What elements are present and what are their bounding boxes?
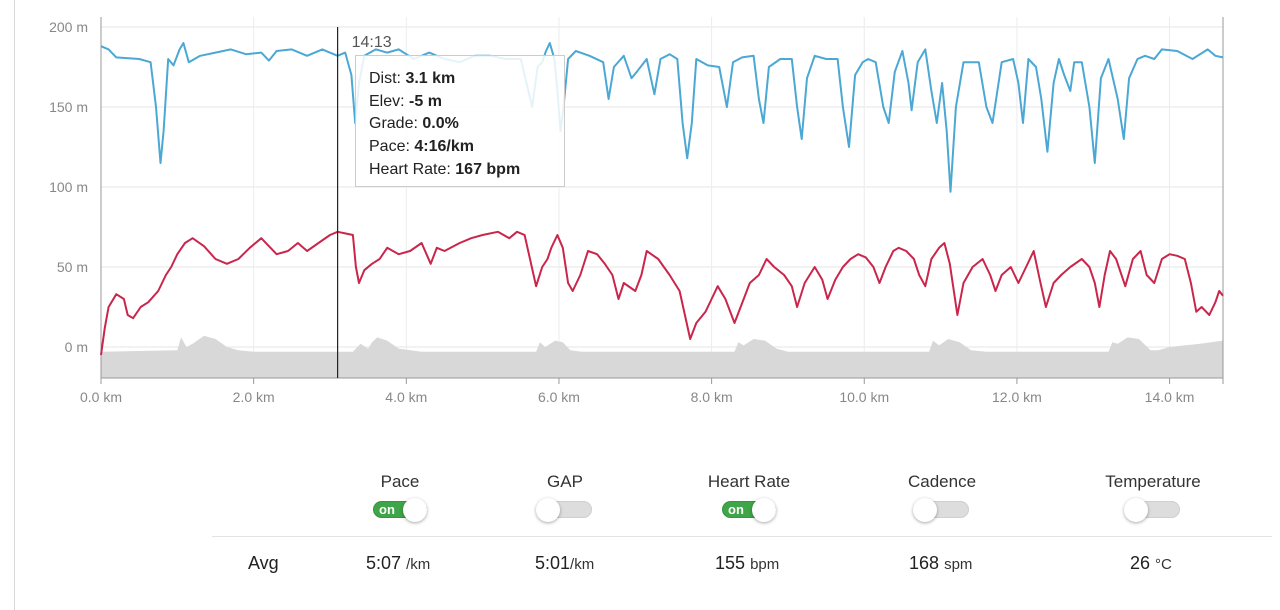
avg-temperature-value: 26 xyxy=(1130,553,1151,573)
x-tick-label: 8.0 km xyxy=(691,389,733,405)
avg-gap: 5:01/km xyxy=(535,553,594,574)
activity-chart[interactable]: 200 m 150 m 100 m 50 m 0 m 0.0 km 2.0 km 4.0 km… xyxy=(0,0,1280,420)
toggle-label-cadence: Cadence xyxy=(907,472,977,491)
tooltip-grade: Grade: 0.0% xyxy=(369,115,459,133)
stats-row-label: Avg xyxy=(248,553,279,573)
avg-cadence-unit: spm xyxy=(944,556,973,573)
heart-rate-toggle-state: on xyxy=(728,502,744,517)
avg-pace: 5:07 /km xyxy=(366,553,430,574)
toggle-label-pace: Pace xyxy=(380,472,420,491)
avg-gap-value: 5:01 xyxy=(535,553,571,573)
tooltip-elev: Elev: -5 m xyxy=(369,92,442,110)
temperature-toggle[interactable] xyxy=(1124,498,1182,522)
avg-temperature-unit: °C xyxy=(1155,556,1172,573)
tooltip-pace: Pace: 4:16/km xyxy=(369,138,474,156)
cursor-time-label: 14:13 xyxy=(352,34,392,51)
series-lines xyxy=(100,42,1224,356)
tick-labels: 200 m 150 m 100 m 50 m 0 m 0.0 km 2.0 km 4.0 km… xyxy=(49,19,1194,405)
cadence-toggle[interactable] xyxy=(913,498,971,522)
crosshair: 14:13 xyxy=(337,27,392,378)
stats-divider xyxy=(212,536,1272,537)
gap-toggle[interactable] xyxy=(536,498,594,522)
toggle-label-gap: GAP xyxy=(547,472,583,491)
x-tick-label: 14.0 km xyxy=(1145,389,1195,405)
x-tick-label: 0.0 km xyxy=(80,389,122,405)
toggle-group-gap: GAP xyxy=(485,470,645,525)
toggle-label-heart-rate: Heart Rate xyxy=(707,472,791,491)
y-tick-label: 0 m xyxy=(65,339,88,355)
left-panel-border xyxy=(14,0,15,610)
avg-cadence: 168 spm xyxy=(909,553,972,574)
avg-gap-unit: /km xyxy=(570,556,595,573)
heart-rate-line xyxy=(100,230,1224,356)
toggle-group-cadence: Cadence xyxy=(862,470,1022,525)
toggle-group-heart-rate: Heart Rate on xyxy=(669,470,829,525)
avg-heart-rate-value: 155 xyxy=(715,553,746,573)
x-tick-label: 4.0 km xyxy=(385,389,427,405)
avg-pace-unit: /km xyxy=(406,556,431,573)
tooltip-dist: Dist: 3.1 km xyxy=(369,70,456,87)
avg-pace-value: 5:07 xyxy=(366,553,402,573)
x-tick-label: 6.0 km xyxy=(538,389,580,405)
avg-heart-rate: 155 bpm xyxy=(715,553,779,574)
avg-heart-rate-unit: bpm xyxy=(750,556,780,573)
pace-line xyxy=(100,42,1224,193)
tooltip-heart-rate: Heart Rate: 167 bpm xyxy=(369,160,521,178)
y-tick-label: 100 m xyxy=(49,179,88,195)
y-tick-label: 200 m xyxy=(49,19,88,35)
elevation-series xyxy=(101,335,1223,378)
grid xyxy=(100,17,1223,378)
elevation-area xyxy=(101,335,1223,378)
x-tick-label: 12.0 km xyxy=(992,389,1042,405)
avg-cadence-value: 168 xyxy=(909,553,940,573)
toggle-group-temperature: Temperature xyxy=(1073,470,1233,525)
pace-toggle[interactable]: on xyxy=(371,498,429,522)
x-tick-label: 2.0 km xyxy=(233,389,275,405)
toggle-group-pace: Pace on xyxy=(320,470,480,525)
y-tick-label: 150 m xyxy=(49,99,88,115)
pace-toggle-state: on xyxy=(379,502,395,517)
hover-tooltip: Dist: 3.1 km Elev: -5 m Grade: 0.0% Pace… xyxy=(355,55,565,187)
y-tick-label: 50 m xyxy=(57,259,88,275)
avg-temperature: 26 °C xyxy=(1130,553,1172,574)
series-toggles: Pace on GAP Heart Rate on Cadence Temper… xyxy=(0,470,1280,530)
axes xyxy=(100,17,1224,384)
x-tick-label: 10.0 km xyxy=(839,389,889,405)
heart-rate-toggle[interactable]: on xyxy=(720,498,778,522)
toggle-label-temperature: Temperature xyxy=(1105,472,1201,491)
